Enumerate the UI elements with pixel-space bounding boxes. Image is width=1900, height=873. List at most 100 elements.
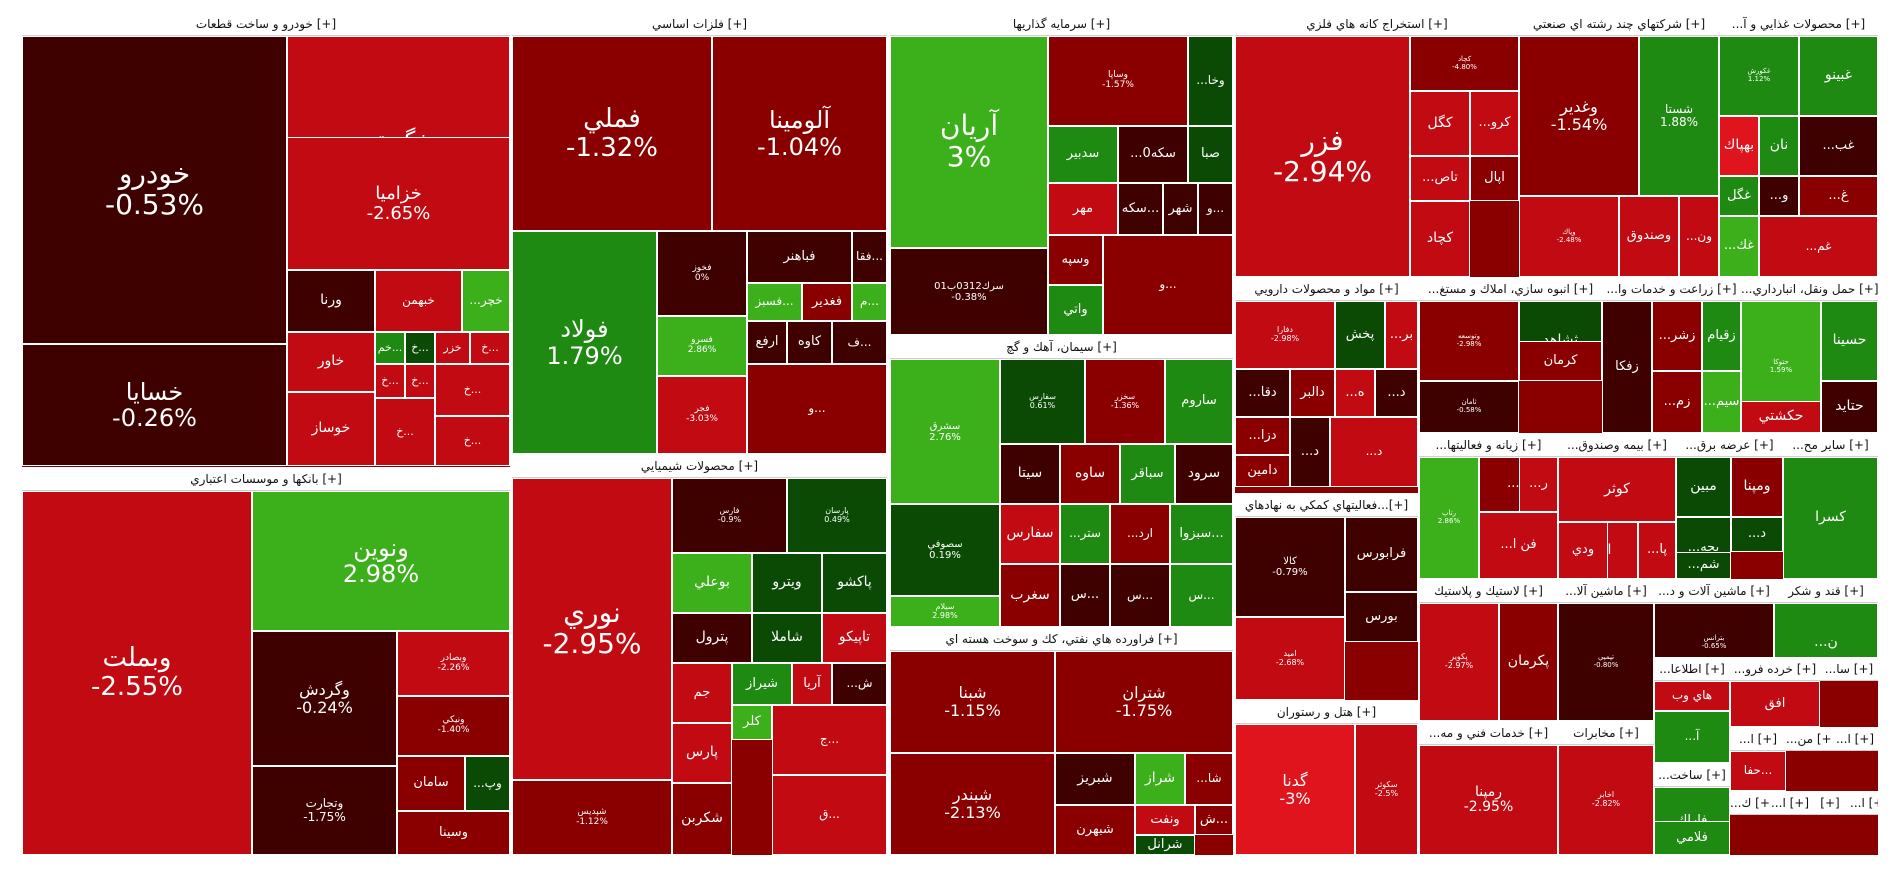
sector-2[interactable]: فلزات اساسي [+] فملي -1.32% آلومينا -1.04% فو… — [512, 12, 887, 454]
stock-tile[interactable]: سفارس — [1000, 504, 1060, 564]
stock-tile[interactable]: بهپاك — [1719, 116, 1759, 176]
stock-tile[interactable]: ...د — [1290, 417, 1330, 487]
sector-24[interactable]: ...خدمات فني و مه [+] رمپنا -2.95% — [1419, 721, 1558, 855]
stock-tile[interactable]: شيراز — [732, 663, 792, 705]
sector-16[interactable]: ...زيانه و فعاليتها [+]رتاپ2.86%...تو...… — [1419, 433, 1558, 579]
stock-tile[interactable]: خاور — [287, 332, 375, 392]
stock-tile[interactable]: شستا 1.88% — [1639, 36, 1719, 196]
stock-tile[interactable]: غكورش 1.12% — [1719, 36, 1799, 116]
stock-tile[interactable]: ومپنا — [1731, 457, 1783, 517]
stock-tile[interactable]: خ... — [435, 364, 510, 416]
stock-tile[interactable]: اپال — [1470, 156, 1519, 201]
sector-title[interactable]: ...ا [+] — [1832, 727, 1878, 751]
stock-tile[interactable]: حفا... — [1730, 751, 1786, 791]
sector-31[interactable]: ...من [+] — [1786, 727, 1832, 791]
stock-tile[interactable]: ...غ — [1799, 176, 1878, 216]
stock-tile[interactable]: ...ارد — [1110, 504, 1170, 564]
stock-tile[interactable]: سغرب — [1000, 564, 1060, 627]
sector-13[interactable]: ...زراعت و خدمات وا [+] زفكا ...زشر زقيام..… — [1602, 277, 1741, 433]
stock-tile[interactable]: وسپه — [1048, 235, 1103, 285]
stock-tile[interactable]: فغدير — [802, 283, 852, 321]
stock-tile[interactable]: ...د — [1375, 369, 1418, 417]
stock-tile[interactable]: فقا... — [852, 231, 887, 283]
stock-tile[interactable]: وسينا — [397, 811, 510, 855]
stock-tile[interactable]: كاوه — [787, 321, 832, 364]
stock-tile[interactable]: شپديس -1.12% — [512, 780, 672, 855]
sector-7[interactable]: استخراج كانه هاي فلزي [+] فزر -2.94% كچاد -4… — [1235, 12, 1519, 277]
stock-tile[interactable]: س... — [1060, 564, 1110, 627]
sector-title[interactable]: خودرو و ساخت قطعات [+] — [22, 12, 510, 36]
stock-tile[interactable]: آريا — [792, 663, 832, 705]
stock-tile[interactable]: فسرو 2.86% — [657, 316, 747, 376]
sector-title[interactable]: [+] — [1810, 791, 1850, 815]
stock-tile[interactable]: وتوسعه -2.98% — [1419, 301, 1519, 381]
stock-tile[interactable]: وساپا -1.57% — [1048, 36, 1188, 126]
stock-tile[interactable]: پترول — [672, 613, 752, 663]
stock-tile[interactable]: سصوفي 0.19% — [890, 504, 1000, 596]
stock-tile[interactable]: وتجارت -1.75% — [252, 766, 397, 855]
stock-tile[interactable]: وصندوق — [1619, 196, 1679, 277]
sector-28[interactable]: ...سا [+] — [1820, 657, 1878, 727]
stock-tile[interactable]: شكربن — [672, 783, 732, 855]
stock-tile[interactable]: و... — [747, 364, 887, 454]
sector-21[interactable]: ...ماشين آلا [+] تپمپي -0.80% — [1558, 579, 1654, 721]
stock-tile[interactable]: سشرق 2.76% — [890, 359, 1000, 504]
stock-tile[interactable]: ...ستر — [1060, 504, 1110, 564]
stock-tile[interactable]: سامان — [397, 756, 465, 811]
sector-title[interactable]: هتل و رستوران [+] — [1235, 700, 1418, 724]
sector-title[interactable]: فعاليتهاي كمكي به نهادهاي...[+] — [1235, 493, 1418, 517]
stock-tile[interactable]: دالبر — [1290, 369, 1335, 417]
stock-tile[interactable]: شبهرن — [1055, 805, 1135, 855]
stock-tile[interactable]: شراز — [1135, 753, 1185, 805]
sector-29[interactable]: ...ساخت [+]فاراكفلامي — [1654, 763, 1730, 855]
stock-tile[interactable]: زقيام — [1702, 301, 1741, 371]
stock-tile[interactable]: ...پا — [1638, 522, 1676, 579]
stock-tile[interactable]: ...دزا — [1235, 417, 1290, 455]
stock-tile[interactable]: افق — [1730, 681, 1820, 727]
stock-tile[interactable]: سرود — [1175, 444, 1233, 504]
stock-tile[interactable]: مبين — [1676, 457, 1731, 517]
stock-tile[interactable]: سخزر -1.36% — [1085, 359, 1165, 444]
sector-title[interactable]: ...محصولات غذايي و آ [+] — [1719, 12, 1878, 36]
sector-25[interactable]: مخابرات [+] اخابر -2.82% — [1558, 721, 1654, 855]
stock-tile[interactable]: ...ه — [1335, 369, 1375, 417]
stock-tile[interactable]: شرانل — [1135, 835, 1195, 855]
stock-tile[interactable]: ويترو — [752, 553, 822, 613]
stock-tile[interactable]: خ... — [375, 398, 435, 466]
stock-tile[interactable]: نوري -2.95% — [512, 478, 672, 780]
stock-tile[interactable]: كلر — [732, 705, 772, 740]
stock-tile[interactable]: رتاپ 2.86% — [1419, 457, 1479, 579]
stock-tile[interactable]: و... — [1198, 183, 1233, 235]
sector-title[interactable]: فلزات اساسي [+] — [512, 12, 887, 36]
stock-tile[interactable]: فخوز 0% — [657, 231, 747, 316]
sector-title[interactable]: سيمان، آهك و گچ [+] — [890, 335, 1233, 359]
sector-title[interactable]: بانكها و موسسات اعتباري [+] — [22, 467, 510, 491]
stock-tile[interactable]: ...غك — [1719, 216, 1759, 277]
sector-26[interactable]: ...اطلاعا [+] هاي وب ...آ — [1654, 657, 1730, 763]
stock-tile[interactable]: فسبز... — [747, 283, 802, 321]
stock-tile[interactable]: پارس — [672, 723, 732, 783]
sector-title[interactable]: ...سا [+] — [1820, 657, 1878, 681]
stock-tile[interactable]: ...كرو — [1470, 91, 1519, 156]
sector-title[interactable]: ...زراعت و خدمات وا [+] — [1602, 277, 1741, 301]
sector-5[interactable]: فراورده هاي نفتي، كك و سوخت هسته اي [+] ش… — [890, 627, 1233, 855]
sector-title[interactable]: ...خرده فرو [+] — [1730, 657, 1820, 681]
stock-tile[interactable]: سكه... — [1118, 183, 1163, 235]
stock-tile[interactable]: ...خچر — [462, 270, 510, 332]
stock-tile[interactable]: ...زم — [1652, 371, 1702, 433]
stock-tile[interactable]: ونفت — [1135, 805, 1195, 835]
sector-title[interactable]: استخراج كانه هاي فلزي [+] — [1235, 12, 1519, 36]
sector-title[interactable]: قند و شكر [+] — [1774, 579, 1878, 603]
stock-tile[interactable]: وبصادر -2.26% — [397, 631, 510, 696]
sector-36[interactable]: ...ا [+] — [1850, 791, 1878, 855]
stock-tile[interactable]: شبندر -2.13% — [890, 753, 1055, 855]
stock-tile[interactable]: ...غب — [1799, 116, 1878, 176]
sector-15[interactable]: ...حمل ونقل، انبارداري [+] حتوكا 1.59% حسين… — [1741, 277, 1878, 433]
stock-tile[interactable]: ...فن ا — [1479, 512, 1558, 579]
stock-tile[interactable]: نان — [1759, 116, 1799, 176]
stock-tile[interactable]: ...ش — [832, 663, 887, 705]
stock-tile[interactable]: ...ون — [1679, 196, 1719, 277]
stock-tile[interactable]: ...غم — [1759, 216, 1878, 277]
stock-tile[interactable]: ...سكه0 — [1118, 126, 1188, 183]
